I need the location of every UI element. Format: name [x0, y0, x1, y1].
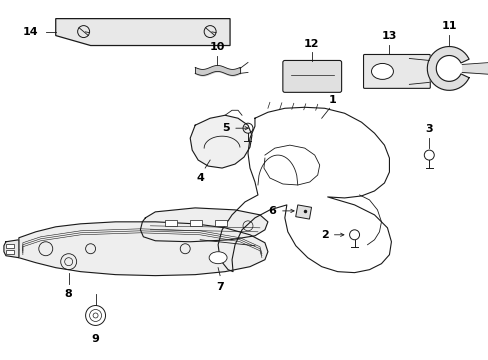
Text: 10: 10: [209, 42, 224, 53]
Text: 11: 11: [441, 21, 456, 31]
Bar: [165, 220, 177, 226]
Bar: [215, 220, 226, 226]
Text: 4: 4: [196, 173, 203, 183]
Text: 7: 7: [216, 282, 224, 292]
Bar: [295, 205, 311, 219]
Bar: [6, 250, 14, 254]
Bar: [6, 244, 14, 248]
Polygon shape: [56, 19, 229, 45]
FancyBboxPatch shape: [282, 60, 341, 92]
Polygon shape: [190, 115, 251, 168]
Text: 5: 5: [222, 123, 229, 133]
Text: 2: 2: [320, 230, 328, 240]
Bar: [190, 220, 202, 226]
Text: 3: 3: [425, 124, 432, 134]
Text: 1: 1: [328, 95, 336, 105]
Polygon shape: [427, 46, 468, 90]
Text: 14: 14: [23, 27, 39, 37]
Polygon shape: [19, 222, 267, 276]
FancyBboxPatch shape: [363, 54, 429, 88]
Polygon shape: [140, 208, 267, 242]
Text: 8: 8: [65, 289, 72, 298]
Text: 9: 9: [91, 334, 100, 345]
Polygon shape: [4, 240, 19, 258]
Text: 6: 6: [267, 206, 275, 216]
Ellipse shape: [371, 63, 393, 80]
Text: 12: 12: [304, 39, 319, 49]
Text: 13: 13: [381, 31, 396, 41]
Ellipse shape: [209, 252, 226, 264]
